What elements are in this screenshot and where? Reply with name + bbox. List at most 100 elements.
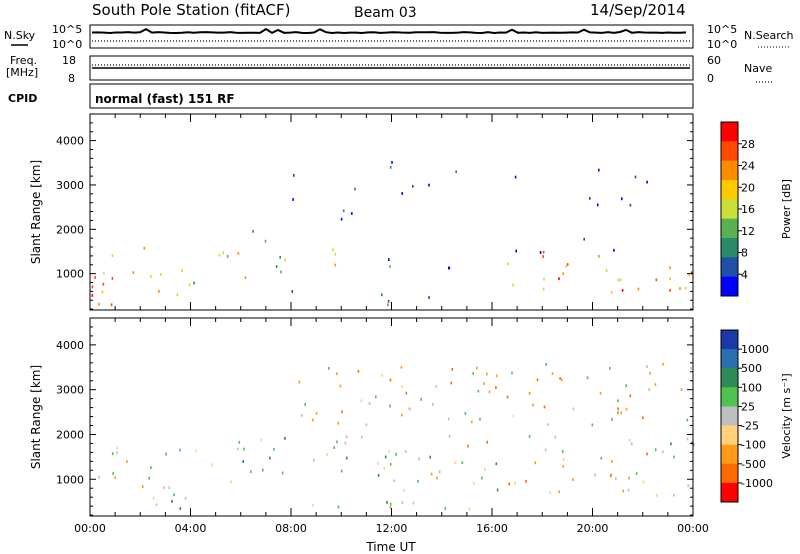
data-cell — [635, 472, 638, 475]
data-cell — [670, 442, 672, 446]
data-cell — [514, 175, 517, 179]
data-cell — [562, 272, 564, 276]
data-cell — [389, 502, 392, 506]
data-cell — [250, 470, 252, 474]
colorbar-swatch — [721, 160, 738, 181]
station-title: South Pole Station (fitACF) — [92, 1, 290, 19]
freq-tick-bottom: 8 — [68, 72, 75, 85]
data-cell — [269, 456, 271, 460]
colorbar-tick-label: -500 — [741, 458, 766, 471]
y-tick-label: 4000 — [56, 339, 84, 352]
nsky-tick-bottom: 10^0 — [52, 38, 82, 51]
velocity-panel: 1000 2000 3000 4000 00:00 04:00 08:00 12:00 16:0… — [29, 317, 793, 535]
data-cell — [549, 491, 552, 494]
colorbar-swatch — [721, 406, 738, 427]
colorbar-tick-label: -25 — [741, 420, 759, 433]
data-cell — [598, 168, 600, 172]
data-cell — [230, 480, 232, 484]
velocity-frame — [89, 317, 694, 517]
data-cell — [631, 442, 633, 446]
data-cell — [438, 470, 441, 474]
data-cell — [381, 374, 383, 377]
data-cell — [609, 366, 611, 370]
data-cell — [126, 460, 128, 463]
data-cell — [486, 372, 488, 376]
data-cell — [408, 407, 410, 410]
y-axis-label: Slant Range [km] — [29, 160, 43, 264]
colorbar-swatch — [721, 387, 738, 407]
data-cell — [532, 403, 534, 407]
data-cell — [428, 183, 430, 187]
data-cell — [336, 372, 338, 376]
data-cell — [405, 391, 408, 395]
nsearch-tick-top: 10^5 — [707, 23, 737, 36]
data-cell — [238, 440, 241, 444]
data-cell — [684, 286, 687, 290]
data-cell — [436, 476, 438, 480]
data-cell — [260, 438, 263, 442]
x-tick-label: 00:00 — [74, 522, 106, 535]
data-cell — [345, 456, 348, 460]
nave-tick-bottom: 0 — [707, 72, 714, 85]
data-cell — [629, 394, 632, 398]
data-cell — [562, 458, 565, 461]
data-cell — [141, 485, 144, 489]
x-tick-label: 00:00 — [677, 522, 709, 535]
colorbar-tick-label: 4 — [741, 268, 748, 281]
data-cell — [344, 441, 347, 445]
data-cell — [542, 250, 545, 254]
data-cell — [340, 469, 343, 473]
y-tick-label: 3000 — [56, 384, 84, 397]
data-cell — [184, 497, 187, 500]
data-cell — [673, 455, 675, 459]
data-cell — [444, 507, 447, 510]
data-cell — [560, 378, 563, 382]
data-cell — [111, 277, 114, 280]
data-cell — [515, 249, 517, 253]
colorbar-swatch — [721, 349, 738, 369]
data-cell — [218, 253, 221, 257]
data-cell — [547, 423, 549, 426]
data-cell — [386, 501, 388, 504]
data-cell — [341, 410, 343, 414]
data-cell — [512, 283, 514, 287]
data-cell — [377, 462, 379, 465]
data-cell — [654, 448, 657, 452]
power-data-cells — [91, 161, 693, 307]
data-cell — [315, 412, 318, 415]
data-cell — [292, 198, 294, 201]
data-cell — [525, 480, 527, 483]
data-cell — [401, 385, 403, 388]
data-cell — [620, 411, 623, 415]
data-cell — [281, 471, 284, 475]
colorbar-swatch — [721, 199, 738, 220]
data-cell — [534, 461, 536, 465]
data-cell — [598, 254, 600, 258]
freq-unit: [MHz] — [6, 66, 38, 79]
data-cell — [468, 507, 471, 511]
data-cell — [512, 414, 515, 418]
colorbar-swatch — [721, 368, 738, 388]
colorbar-tick-label: -1000 — [741, 477, 773, 490]
nsky-series — [91, 27, 687, 34]
data-cell — [360, 435, 363, 439]
data-cell — [467, 444, 469, 448]
data-cell — [332, 248, 334, 252]
colorbar-swatch — [721, 482, 738, 503]
data-cell — [313, 459, 315, 462]
data-cell — [542, 255, 544, 258]
colorbar-swatch — [721, 330, 738, 350]
data-cell — [461, 461, 464, 464]
data-cell — [98, 302, 100, 306]
data-cell — [692, 443, 695, 446]
data-cell — [94, 276, 96, 279]
data-cell — [375, 395, 377, 399]
data-cell — [336, 440, 338, 444]
y-tick-label: 3000 — [56, 179, 84, 192]
data-cell — [110, 303, 113, 307]
x-tick-label: 16:00 — [476, 522, 508, 535]
data-cell — [179, 448, 181, 452]
colorbar-swatch — [721, 122, 738, 142]
data-cell — [171, 500, 173, 503]
